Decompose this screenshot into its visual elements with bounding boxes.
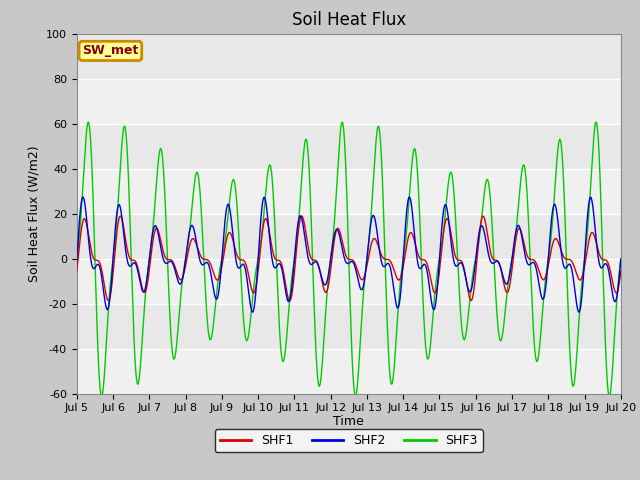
Legend: SHF1, SHF2, SHF3: SHF1, SHF2, SHF3 [214, 429, 483, 452]
Title: Soil Heat Flux: Soil Heat Flux [292, 11, 406, 29]
Text: SW_met: SW_met [82, 44, 139, 58]
Bar [77, 259, 621, 303]
Bar [77, 348, 621, 394]
X-axis label: Time: Time [333, 415, 364, 428]
Bar [77, 168, 621, 214]
Y-axis label: Soil Heat Flux (W/m2): Soil Heat Flux (W/m2) [28, 145, 40, 282]
Bar [77, 79, 621, 123]
